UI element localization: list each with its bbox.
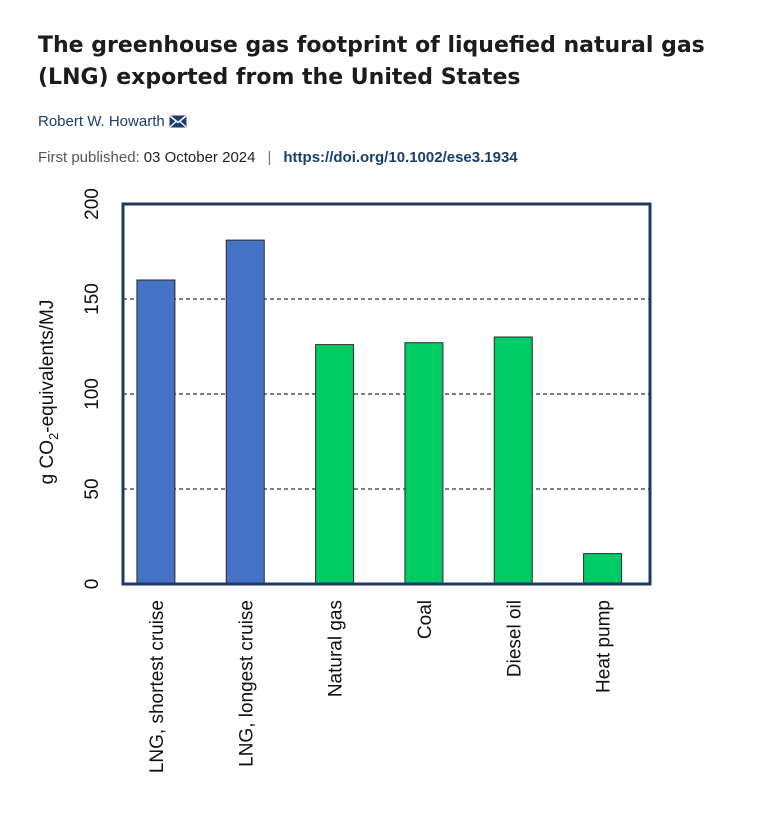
plot-frame [121, 202, 652, 586]
y-axis-label-subscript: 2 [46, 433, 61, 440]
bar-natural-gas [315, 344, 355, 585]
publication-line: First published: 03 October 2024 | https… [38, 149, 518, 166]
envelope-icon[interactable] [169, 115, 187, 128]
x-tick-label: Coal [415, 600, 436, 639]
y-axis-label-prefix: g CO [37, 440, 58, 484]
y-tick-label: 0 [82, 579, 103, 590]
bar-heat-pump [583, 553, 623, 585]
bar-diesel-oil [493, 336, 533, 585]
y-axis-label-suffix: -equivalents/MJ [37, 300, 58, 433]
doi-link[interactable]: https://doi.org/10.1002/ese3.1934 [283, 149, 518, 166]
bar-coal [404, 342, 444, 585]
gridlines [123, 298, 650, 490]
y-tick-label: 150 [82, 283, 103, 315]
y-axis-label: g CO2-equivalents/MJ [37, 300, 61, 485]
bar-lng-longest-cruise [225, 239, 265, 585]
x-tick-label: LNG, shortest cruise [147, 600, 168, 773]
separator: | [267, 149, 272, 166]
x-tick-label: Heat pump [594, 600, 615, 693]
x-tick-label: Diesel oil [504, 600, 525, 677]
x-tick-label: Natural gas [326, 600, 347, 697]
x-tick-label: LNG, longest cruise [236, 600, 257, 767]
author-name[interactable]: Robert W. Howarth [38, 113, 165, 130]
y-tick-label: 50 [82, 478, 103, 499]
published-label: First published: [38, 149, 140, 166]
y-tick-label: 100 [82, 378, 103, 410]
bar-lng-shortest-cruise [136, 279, 176, 585]
x-tick-labels: LNG, shortest cruise LNG, longest cruise N… [147, 600, 615, 773]
bars [136, 239, 623, 585]
y-tick-label: 200 [82, 188, 103, 220]
published-date: 03 October 2024 [143, 149, 256, 166]
author-line: Robert W. Howarth [38, 113, 187, 130]
y-tick-labels: 0 50 100 150 200 [82, 188, 103, 589]
article-title: The greenhouse gas footprint of liquefie… [38, 33, 705, 90]
